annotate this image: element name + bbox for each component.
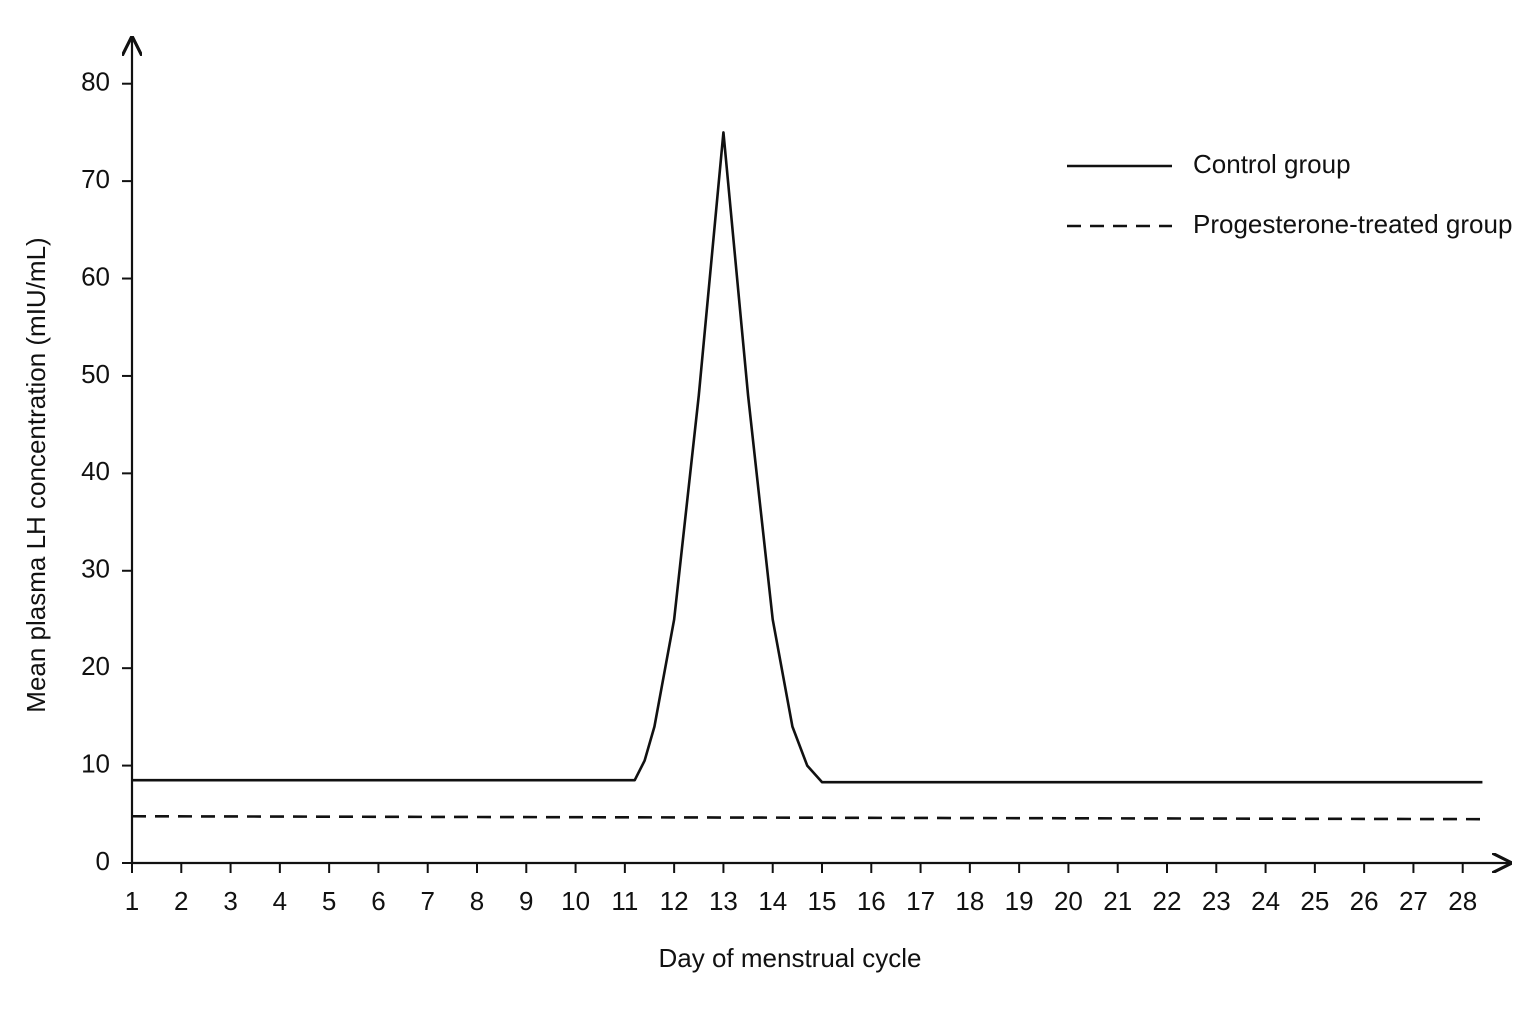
x-tick-label: 13 <box>709 886 738 916</box>
x-tick-label: 2 <box>174 886 188 916</box>
legend-label: Control group <box>1193 149 1351 179</box>
x-tick-label: 16 <box>857 886 886 916</box>
legend-label: Progesterone-treated group <box>1193 209 1512 239</box>
x-tick-label: 14 <box>758 886 787 916</box>
y-tick-label: 30 <box>81 554 110 584</box>
x-tick-label: 26 <box>1350 886 1379 916</box>
y-tick-label: 50 <box>81 359 110 389</box>
y-tick-label: 60 <box>81 261 110 291</box>
x-tick-label: 25 <box>1300 886 1329 916</box>
x-tick-label: 21 <box>1103 886 1132 916</box>
y-axis-label: Mean plasma LH concentration (mIU/mL) <box>21 237 51 712</box>
x-tick-label: 7 <box>420 886 434 916</box>
x-tick-label: 18 <box>955 886 984 916</box>
x-tick-label: 19 <box>1005 886 1034 916</box>
y-tick-label: 40 <box>81 456 110 486</box>
x-tick-label: 15 <box>808 886 837 916</box>
x-tick-label: 17 <box>906 886 935 916</box>
x-tick-label: 11 <box>611 886 638 916</box>
x-tick-label: 10 <box>561 886 590 916</box>
x-tick-label: 8 <box>470 886 484 916</box>
x-tick-label: 22 <box>1153 886 1182 916</box>
x-tick-label: 1 <box>125 886 139 916</box>
x-tick-label: 23 <box>1202 886 1231 916</box>
x-tick-label: 5 <box>322 886 336 916</box>
y-tick-label: 70 <box>81 164 110 194</box>
y-tick-label: 10 <box>81 748 110 778</box>
x-tick-label: 12 <box>660 886 689 916</box>
y-tick-label: 80 <box>81 67 110 97</box>
x-tick-label: 28 <box>1448 886 1477 916</box>
x-tick-label: 9 <box>519 886 533 916</box>
y-tick-label: 20 <box>81 651 110 681</box>
x-tick-label: 3 <box>223 886 237 916</box>
y-tick-label: 0 <box>96 846 110 876</box>
x-tick-label: 6 <box>371 886 385 916</box>
x-tick-label: 4 <box>273 886 287 916</box>
x-tick-label: 24 <box>1251 886 1280 916</box>
x-tick-label: 20 <box>1054 886 1083 916</box>
data-line <box>132 131 1483 784</box>
data-line <box>131 814 1483 821</box>
x-tick-label: 27 <box>1399 886 1428 916</box>
x-axis-label: Day of menstrual cycle <box>659 943 922 973</box>
